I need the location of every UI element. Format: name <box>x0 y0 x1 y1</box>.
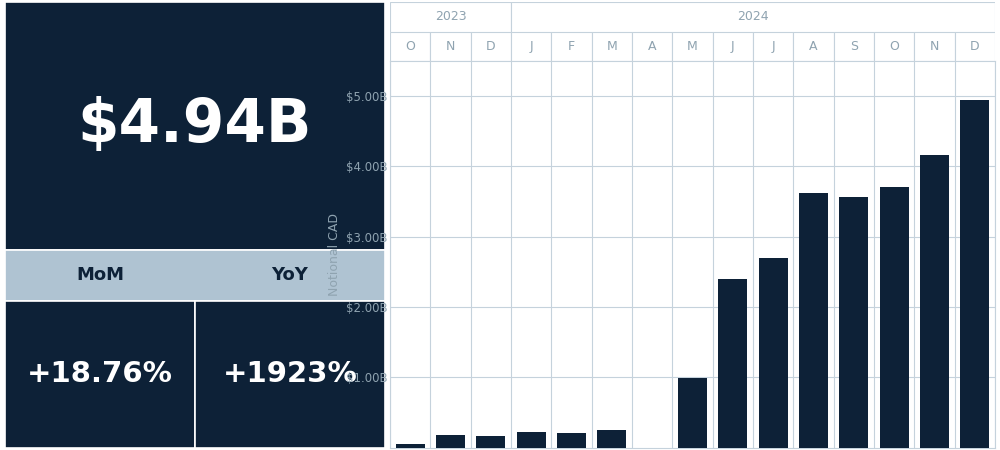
Bar <box>511 2 995 32</box>
Bar <box>839 197 868 448</box>
Bar <box>880 187 909 448</box>
Bar <box>759 258 788 448</box>
Text: A: A <box>648 40 656 53</box>
Text: 2024: 2024 <box>737 10 769 23</box>
Bar <box>597 430 626 448</box>
Bar <box>955 32 995 61</box>
Text: J: J <box>731 40 735 53</box>
Bar <box>5 249 385 301</box>
Bar <box>471 32 511 61</box>
Bar <box>920 155 949 448</box>
Bar <box>793 32 834 61</box>
Bar <box>476 436 505 448</box>
Text: N: N <box>446 40 455 53</box>
Y-axis label: Notional CAD: Notional CAD <box>328 213 341 296</box>
Bar <box>799 193 828 448</box>
Text: YoY: YoY <box>272 266 308 284</box>
Bar <box>713 32 753 61</box>
Bar <box>396 444 425 448</box>
Bar <box>390 32 430 61</box>
Bar <box>960 100 989 448</box>
Text: F: F <box>568 40 575 53</box>
Text: A: A <box>809 40 818 53</box>
Bar <box>436 435 465 448</box>
Text: M: M <box>606 40 617 53</box>
Bar <box>632 32 672 61</box>
Bar <box>874 32 914 61</box>
Text: M: M <box>687 40 698 53</box>
Bar <box>557 433 586 448</box>
Text: S: S <box>850 40 858 53</box>
Text: N: N <box>930 40 939 53</box>
Bar <box>5 301 195 448</box>
Bar <box>678 378 707 448</box>
Bar <box>592 32 632 61</box>
Bar <box>718 279 747 448</box>
Bar <box>430 32 471 61</box>
Text: $4.94B: $4.94B <box>78 96 312 155</box>
Bar <box>753 32 793 61</box>
Text: J: J <box>771 40 775 53</box>
Bar <box>511 32 551 61</box>
Text: J: J <box>529 40 533 53</box>
Bar <box>5 2 385 249</box>
Bar <box>195 301 385 448</box>
Bar <box>517 432 546 448</box>
Text: O: O <box>889 40 899 53</box>
Bar <box>551 32 592 61</box>
Text: 2023: 2023 <box>435 10 466 23</box>
Bar <box>834 32 874 61</box>
Text: +1923%: +1923% <box>223 360 357 388</box>
Bar <box>672 32 713 61</box>
Text: D: D <box>486 40 496 53</box>
Text: O: O <box>405 40 415 53</box>
Bar <box>390 2 511 32</box>
Text: +18.76%: +18.76% <box>27 360 173 388</box>
Text: D: D <box>970 40 980 53</box>
Text: MoM: MoM <box>76 266 124 284</box>
Bar <box>914 32 955 61</box>
